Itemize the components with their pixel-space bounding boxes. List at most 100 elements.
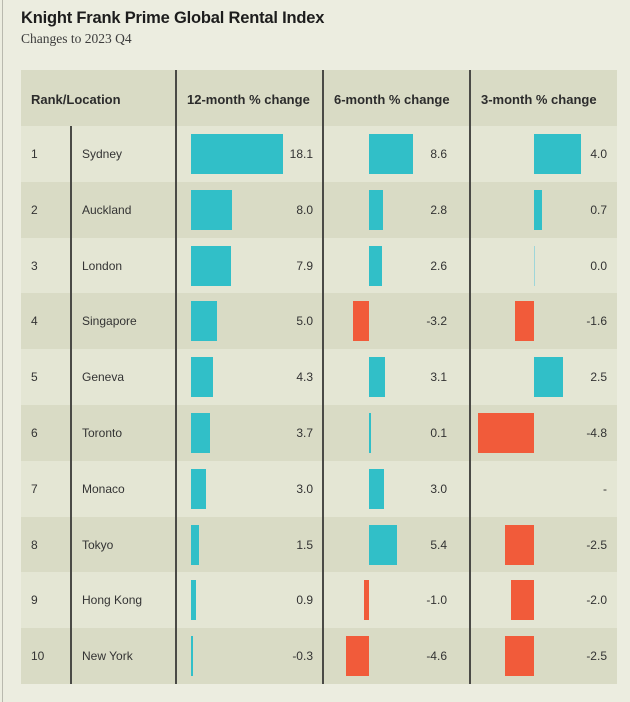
bar-6-month <box>369 357 385 398</box>
chart-title: Knight Frank Prime Global Rental Index <box>21 9 325 27</box>
bar-3-month <box>510 580 534 621</box>
bar-12-month <box>191 636 193 677</box>
bar-6-month <box>352 301 369 342</box>
value-label-3-month: -4.8 <box>586 426 607 440</box>
bar-6-month <box>369 524 397 565</box>
divider-6-month <box>322 70 324 684</box>
col-header-12-month: 12-month % change <box>187 92 310 107</box>
location-cell: Toronto <box>82 426 123 440</box>
value-label-6-month: -4.6 <box>426 649 447 664</box>
rental-index-table: Rank/Location 12-month % change 6-month … <box>21 70 617 685</box>
value-label-12-month: 0.9 <box>296 593 313 608</box>
rank-cell: 3 <box>31 258 38 273</box>
rank-cell: 1 <box>31 147 38 161</box>
value-label-6-month: 2.8 <box>430 202 447 217</box>
table-row: 7 Monaco 3.0 3.0 - <box>21 460 617 517</box>
value-label-12-month: 1.5 <box>296 537 313 552</box>
rank-cell: 5 <box>31 370 38 385</box>
value-label-6-month: 0.1 <box>430 426 447 440</box>
col-header-rank-location: Rank/Location <box>31 92 121 107</box>
value-label-3-month: -2.5 <box>586 649 607 664</box>
location-cell: Sydney <box>82 147 123 161</box>
bar-6-month <box>369 134 413 174</box>
value-label-12-month: -0.3 <box>292 649 313 664</box>
value-label-6-month: 3.0 <box>430 481 447 496</box>
bar-3-month <box>534 189 543 230</box>
bar-3-month <box>477 413 534 453</box>
rank-cell: 10 <box>31 649 45 664</box>
table-row: 3 London 7.9 2.6 0.0 <box>21 237 617 294</box>
bar-3-month <box>515 301 534 342</box>
value-label-3-month: 4.0 <box>590 147 607 161</box>
bar-3-month <box>534 357 564 398</box>
bar-3-month <box>534 245 535 286</box>
value-label-3-month: 0.7 <box>590 202 607 217</box>
bar-3-month <box>504 636 534 677</box>
location-cell: Geneva <box>82 370 125 385</box>
bar-12-month <box>191 413 210 453</box>
value-label-12-month: 3.0 <box>296 481 313 496</box>
table-header: Rank/Location 12-month % change 6-month … <box>21 70 617 126</box>
divider-12-month <box>175 70 177 684</box>
bar-12-month <box>191 134 284 174</box>
value-label-6-month: 3.1 <box>430 370 447 385</box>
value-label-3-month: 2.5 <box>590 370 607 385</box>
bar-6-month <box>363 580 369 621</box>
value-label-6-month: 2.6 <box>430 258 447 273</box>
table-row: 1 Sydney 18.1 8.6 4.0 <box>21 126 617 182</box>
value-label-12-month: 4.3 <box>296 370 313 385</box>
table-row: 8 Tokyo 1.5 5.4 -2.5 <box>21 516 617 573</box>
value-label-12-month: 3.7 <box>296 426 313 440</box>
rank-cell: 8 <box>31 537 38 552</box>
page-left-rule <box>2 0 3 702</box>
value-label-12-month: 18.1 <box>289 147 313 161</box>
divider-3-month <box>469 70 471 684</box>
value-label-3-month: -2.5 <box>586 537 607 552</box>
table-row: 6 Toronto 3.7 0.1 -4.8 <box>21 405 617 461</box>
location-cell: Tokyo <box>82 537 114 552</box>
bar-12-month <box>191 524 199 565</box>
rank-cell: 6 <box>31 426 38 440</box>
location-cell: New York <box>82 649 133 664</box>
value-label-12-month: 7.9 <box>296 258 313 273</box>
bar-12-month <box>191 301 217 342</box>
bar-12-month <box>191 580 196 621</box>
rank-cell: 7 <box>31 481 38 496</box>
bar-6-month <box>345 636 369 677</box>
value-label-3-month: -2.0 <box>586 593 607 608</box>
divider-rank-location <box>70 126 72 684</box>
location-cell: Singapore <box>82 314 137 329</box>
table-row: 4 Singapore 5.0 -3.2 -1.6 <box>21 293 617 350</box>
value-label-6-month: 5.4 <box>430 537 447 552</box>
bar-12-month <box>191 189 232 230</box>
bar-6-month <box>369 468 385 509</box>
bar-6-month <box>369 189 384 230</box>
value-label-6-month: 8.6 <box>430 147 447 161</box>
table-row: 9 Hong Kong 0.9 -1.0 -2.0 <box>21 572 617 629</box>
bar-12-month <box>191 468 207 509</box>
value-label-3-month: 0.0 <box>590 258 607 273</box>
chart-subtitle: Changes to 2023 Q4 <box>21 31 132 46</box>
bar-6-month <box>369 413 371 453</box>
col-header-3-month: 3-month % change <box>481 92 597 107</box>
location-cell: Auckland <box>82 202 132 217</box>
rank-cell: 9 <box>31 593 38 608</box>
value-label-6-month: -1.0 <box>426 593 447 608</box>
location-cell: Monaco <box>82 481 125 496</box>
table-row: 10 New York -0.3 -4.6 -2.5 <box>21 628 617 685</box>
value-label-3-month: -1.6 <box>586 314 607 329</box>
rank-cell: 2 <box>31 202 38 217</box>
bar-3-month <box>534 134 581 174</box>
table-row: 5 Geneva 4.3 3.1 2.5 <box>21 349 617 406</box>
bar-12-month <box>191 357 213 398</box>
location-cell: Hong Kong <box>82 593 143 608</box>
bar-12-month <box>191 245 232 286</box>
table-row: 2 Auckland 8.0 2.8 0.7 <box>21 181 617 238</box>
location-cell: London <box>82 258 123 273</box>
bar-6-month <box>369 245 383 286</box>
col-header-6-month: 6-month % change <box>334 92 450 107</box>
bar-3-month <box>504 524 534 565</box>
rank-cell: 4 <box>31 314 38 329</box>
value-label-3-month: - <box>603 481 607 496</box>
value-label-6-month: -3.2 <box>426 314 447 329</box>
